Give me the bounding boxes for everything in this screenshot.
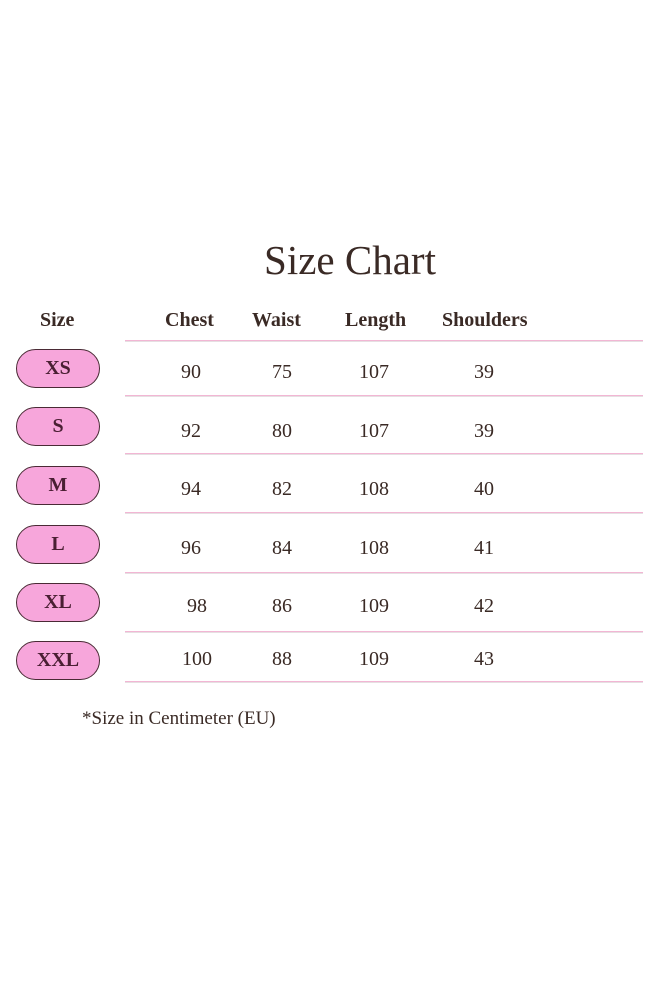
row-divider — [125, 340, 643, 341]
size-pill-xl: XL — [16, 583, 100, 622]
row-divider — [125, 395, 643, 396]
row-divider — [125, 631, 643, 632]
header-length: Length — [345, 309, 407, 331]
row-divider — [125, 512, 643, 513]
cell-waist: 88 — [272, 648, 292, 670]
header-chest: Chest — [165, 309, 214, 331]
header-size: Size — [40, 309, 75, 331]
cell-chest: 90 — [181, 361, 201, 383]
size-pill-s: S — [16, 407, 100, 446]
size-pill-l: L — [16, 525, 100, 564]
cell-shoulders: 41 — [474, 537, 494, 559]
row-divider — [125, 681, 643, 682]
size-pill-xxl: XXL — [16, 641, 100, 680]
cell-shoulders: 39 — [474, 361, 494, 383]
cell-length: 109 — [359, 595, 389, 617]
cell-waist: 84 — [272, 537, 292, 559]
cell-chest: 92 — [181, 420, 201, 442]
cell-length: 107 — [359, 420, 389, 442]
cell-chest: 98 — [187, 595, 207, 617]
cell-waist: 86 — [272, 595, 292, 617]
cell-shoulders: 40 — [474, 478, 494, 500]
page-title: Size Chart — [264, 237, 436, 283]
row-divider — [125, 453, 643, 454]
cell-waist: 75 — [272, 361, 292, 383]
cell-length: 108 — [359, 537, 389, 559]
cell-chest: 100 — [182, 648, 212, 670]
cell-waist: 82 — [272, 478, 292, 500]
footnote: *Size in Centimeter (EU) — [82, 708, 276, 729]
header-waist: Waist — [252, 309, 301, 331]
cell-length: 107 — [359, 361, 389, 383]
cell-chest: 94 — [181, 478, 201, 500]
cell-waist: 80 — [272, 420, 292, 442]
cell-length: 108 — [359, 478, 389, 500]
row-divider — [125, 572, 643, 573]
cell-chest: 96 — [181, 537, 201, 559]
cell-shoulders: 43 — [474, 648, 494, 670]
size-pill-m: M — [16, 466, 100, 505]
cell-shoulders: 42 — [474, 595, 494, 617]
header-shoulders: Shoulders — [442, 309, 528, 331]
size-pill-xs: XS — [16, 349, 100, 388]
cell-shoulders: 39 — [474, 420, 494, 442]
cell-length: 109 — [359, 648, 389, 670]
